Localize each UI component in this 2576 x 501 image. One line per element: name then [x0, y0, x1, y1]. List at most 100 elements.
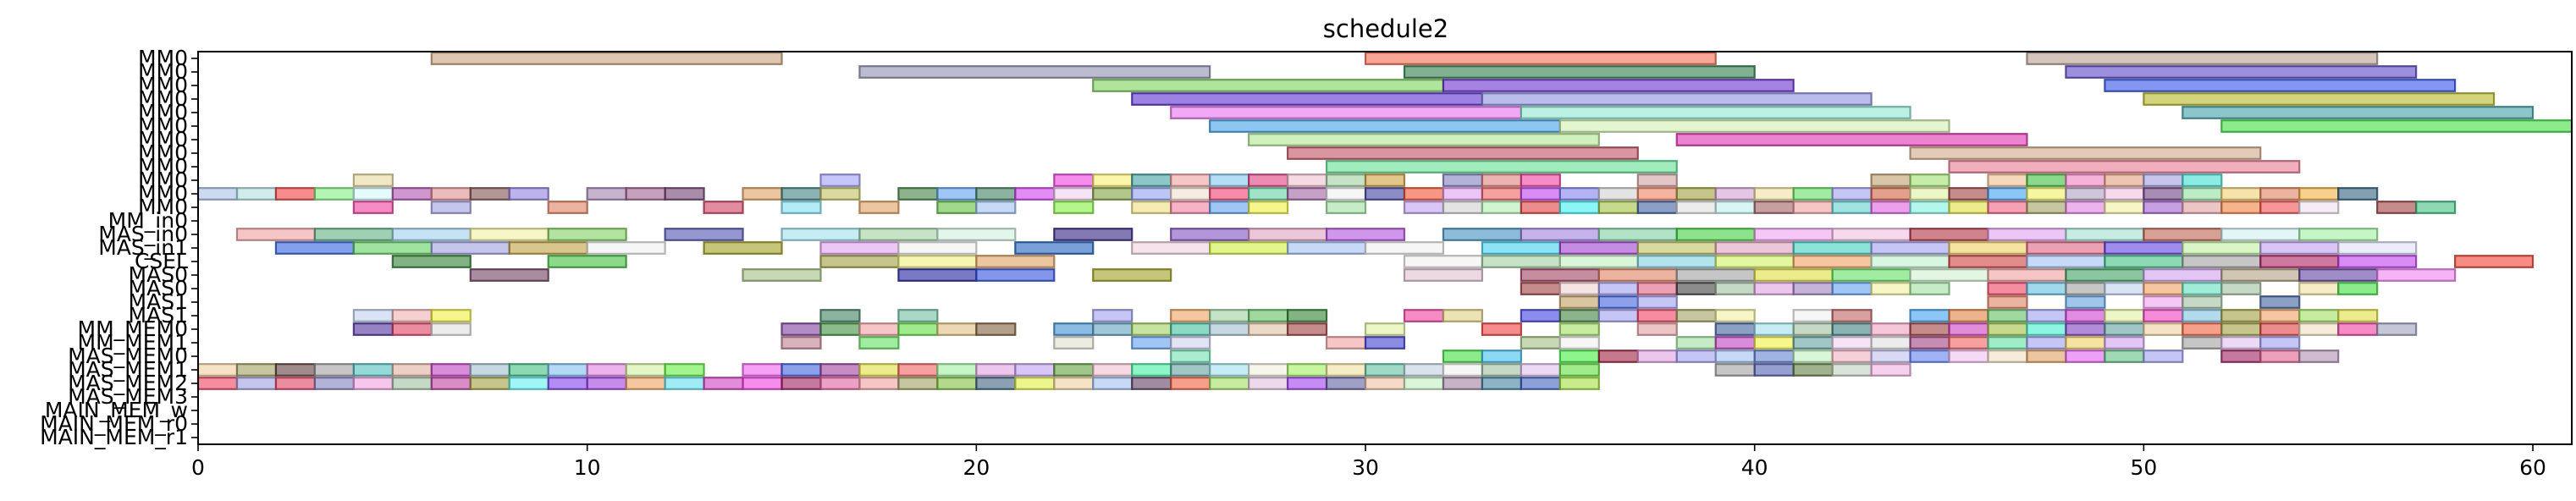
task-bar — [2104, 187, 2145, 201]
task-bar — [1520, 187, 1561, 201]
task-bar — [1753, 322, 1795, 336]
task-bar — [703, 377, 744, 390]
task-bar — [1481, 173, 1522, 187]
task-bar — [547, 377, 588, 390]
task-bar — [1948, 255, 2028, 268]
task-bar — [1831, 228, 1911, 241]
task-bar — [1403, 65, 1756, 79]
task-bar — [547, 255, 627, 268]
task-bar — [1286, 309, 1328, 322]
y-tick-label: MM_MEM0 — [78, 317, 188, 341]
task-bar — [2220, 187, 2262, 201]
task-bar — [1948, 350, 1989, 363]
task-bar — [858, 322, 900, 336]
task-bar — [1558, 241, 1639, 255]
task-bar — [2026, 187, 2067, 201]
task-bar — [1481, 350, 1522, 363]
task-bar — [2337, 309, 2379, 322]
task-bar — [1987, 187, 2028, 201]
task-bar — [1792, 336, 1834, 350]
task-bar — [1325, 201, 1367, 214]
task-bar — [2182, 173, 2223, 187]
task-bar — [352, 201, 394, 214]
task-bar — [1131, 173, 1172, 187]
task-bar — [1636, 322, 1678, 336]
y-tick-label: MAS_MEM0 — [68, 344, 188, 368]
task-bar — [897, 268, 978, 282]
task-bar — [858, 336, 900, 350]
x-tick-label: 30 — [1352, 455, 1379, 480]
task-bar — [196, 363, 239, 377]
y-tick-label: MM0 — [138, 73, 188, 97]
task-bar — [1403, 187, 1445, 201]
task-bar — [1909, 201, 1950, 214]
task-bar — [819, 377, 861, 390]
task-bar — [936, 377, 978, 390]
task-bar — [819, 309, 861, 322]
task-bar — [1520, 106, 1911, 119]
task-bar — [1014, 241, 1095, 255]
task-bar — [2337, 187, 2379, 201]
task-bar — [469, 268, 549, 282]
task-bar — [2065, 322, 2106, 336]
y-axis: MM0MM0MM0MM0MM0MM0MM0MM0MM0MM0MM0MM0MM_i… — [40, 46, 198, 449]
task-bar — [1014, 187, 1056, 201]
task-bar — [1286, 363, 1328, 377]
task-bar — [2065, 295, 2106, 309]
task-bar — [1831, 201, 1873, 214]
task-bar — [1364, 52, 1717, 65]
task-bar — [1131, 363, 1172, 377]
task-bar — [2298, 268, 2379, 282]
task-bar — [1636, 255, 1717, 268]
task-bar — [2337, 241, 2418, 255]
task-bar — [2143, 282, 2184, 295]
task-bar — [1131, 241, 1211, 255]
task-bar — [2143, 309, 2184, 322]
task-bar — [1714, 282, 1756, 295]
task-bar — [1558, 295, 1600, 309]
task-bar — [1870, 187, 1911, 201]
task-bar — [1909, 350, 1950, 363]
task-bar — [2104, 309, 2145, 322]
task-bar — [1131, 201, 1172, 214]
task-bar — [2259, 350, 2301, 363]
y-tick-label: CSEL — [135, 249, 188, 273]
x-axis: 0 10 20 30 40 50 60 — [191, 444, 2546, 480]
task-bar — [1831, 187, 1873, 201]
y-tick-label: MM0 — [138, 113, 188, 138]
task-bar — [819, 187, 861, 201]
task-bar — [1364, 241, 1445, 255]
y-tick-label: MM0 — [138, 86, 188, 111]
task-bar — [1948, 187, 1989, 201]
task-bar — [508, 187, 549, 201]
task-bar — [1870, 336, 1911, 350]
task-bar — [1909, 228, 1989, 241]
task-bar — [1909, 173, 1950, 187]
task-bar — [1131, 322, 1172, 336]
task-bar — [1403, 201, 1445, 214]
task-bar — [1014, 363, 1056, 377]
task-bar — [858, 228, 939, 241]
task-bar — [2104, 282, 2145, 295]
task-bar — [430, 241, 510, 255]
task-bar — [1170, 228, 1250, 241]
task-bar — [1053, 363, 1095, 377]
y-tick-label: MAS1 — [129, 303, 188, 328]
task-bar — [1948, 322, 1989, 336]
task-bar — [1792, 187, 1834, 201]
task-bar — [703, 201, 744, 214]
y-tick-label: MM0 — [138, 59, 188, 84]
task-bar — [1131, 187, 1172, 201]
task-bar — [1442, 309, 1484, 322]
task-bar — [1092, 377, 1134, 390]
task-bar — [1909, 187, 1950, 201]
task-bar — [1987, 336, 2028, 350]
task-bar — [1714, 187, 1756, 201]
y-tick-label: MAS_in0 — [98, 222, 188, 246]
task-bar — [897, 187, 939, 201]
task-bar — [1675, 268, 1756, 282]
task-bar — [2065, 309, 2106, 322]
task-bar — [2026, 282, 2067, 295]
task-bar — [1558, 363, 1600, 377]
